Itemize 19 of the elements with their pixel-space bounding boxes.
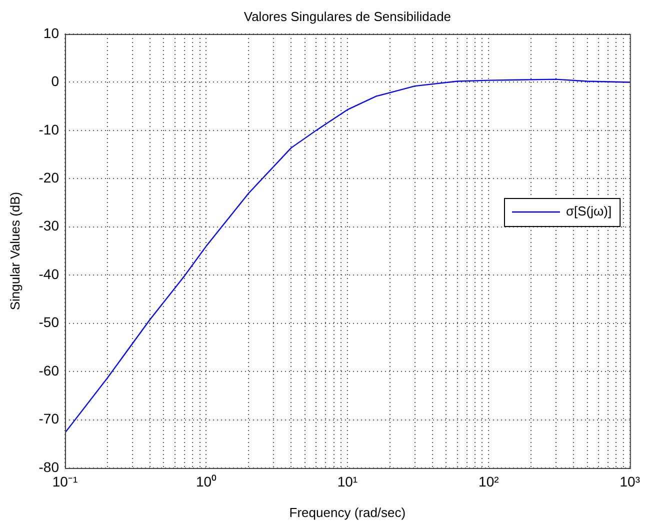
x-tick-label: 10³: [620, 473, 640, 490]
y-tick-label: -40: [38, 266, 60, 282]
y-tick-label: -70: [38, 410, 60, 427]
y-tick-label: -20: [38, 170, 60, 186]
x-tick-label: 10¹: [337, 473, 358, 490]
y-tick-label: -10: [38, 121, 60, 138]
x-tick-label: 10²: [478, 473, 500, 490]
y-tick-label: -50: [38, 314, 60, 330]
x-tick-label: 10⁰: [196, 473, 217, 490]
chart-title: Valores Singulares de Sensibilidade: [244, 9, 452, 24]
y-tick-label: -60: [38, 362, 60, 378]
x-tick-label: 10⁻¹: [52, 473, 78, 490]
y-tick-label: 10: [43, 24, 60, 41]
y-tick-label: -30: [38, 218, 60, 234]
x-axis-title: Frequency (rad/sec): [289, 504, 406, 520]
y-axis-title: Singular Values (dB): [7, 192, 22, 310]
y-tick-label: 0: [51, 73, 60, 90]
legend-label: σ[S(jω)]: [566, 204, 612, 219]
y-tick-label: -80: [38, 458, 60, 475]
